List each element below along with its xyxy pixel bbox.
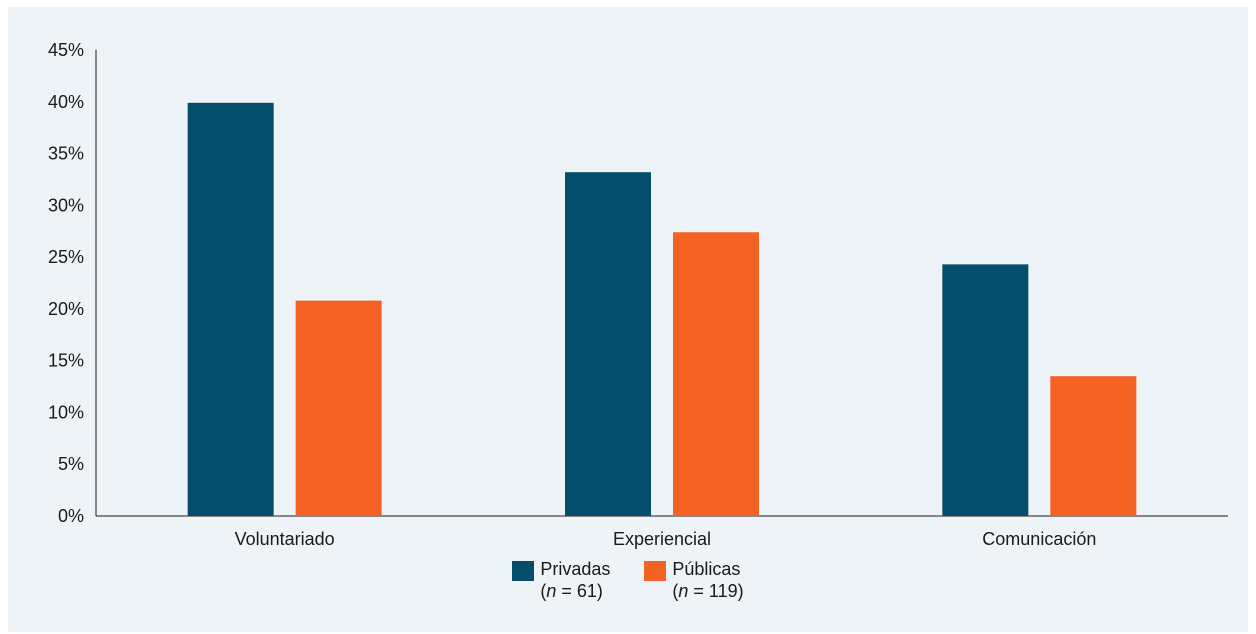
y-tick-label: 30% (48, 195, 84, 215)
bar-publicas (673, 232, 759, 516)
y-tick-label: 35% (48, 144, 84, 164)
legend-item-publicas: Públicas (n = 119) (644, 558, 744, 602)
legend-swatch-publicas (644, 561, 667, 581)
legend-n-privadas: (n = 61) (540, 581, 603, 601)
legend-n-publicas: (n = 119) (672, 581, 744, 601)
y-tick-label: 20% (48, 299, 84, 319)
x-category-label: Comunicación (982, 529, 1096, 549)
legend-label-publicas: Públicas (672, 559, 741, 579)
x-category-label: Voluntariado (235, 529, 335, 549)
bar-publicas (1050, 376, 1137, 516)
y-tick-label: 0% (58, 506, 84, 526)
y-tick-label: 5% (58, 454, 84, 474)
legend-label-privadas: Privadas (540, 559, 611, 579)
legend: Privadas (n = 61) Públicas (n = 119) (0, 558, 1256, 602)
bar-publicas (295, 300, 382, 516)
bar-privadas (942, 264, 1029, 516)
y-tick-label: 25% (48, 247, 84, 267)
y-tick-label: 10% (48, 402, 84, 422)
bar-privadas (565, 172, 651, 516)
y-tick-label: 15% (48, 351, 84, 371)
x-category-label: Experiencial (613, 529, 711, 549)
bar-privadas (187, 102, 274, 517)
legend-swatch-privadas (512, 561, 535, 581)
y-tick-label: 45% (48, 40, 84, 60)
y-tick-label: 40% (48, 92, 84, 112)
legend-item-privadas: Privadas (n = 61) (512, 558, 610, 602)
